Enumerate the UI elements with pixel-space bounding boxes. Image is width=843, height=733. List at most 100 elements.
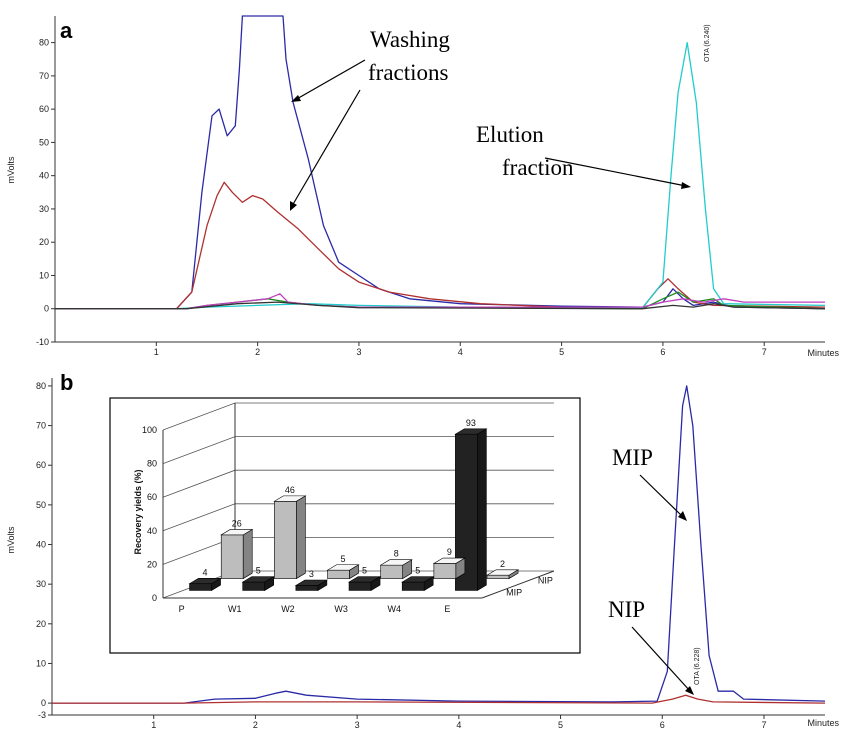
panel-b-x-axis-label: Minutes bbox=[807, 718, 839, 728]
x-tick-label: 3 bbox=[355, 720, 360, 730]
bar-front-face bbox=[189, 583, 212, 591]
panel-a-axes: -10 0 10 20 30 40 50 60 70 80 1 2 3 4 5 6 7 bbox=[36, 16, 825, 357]
inset-floor-right bbox=[481, 570, 555, 599]
panel-a-series bbox=[55, 15, 826, 310]
annotation-nip: NIP bbox=[608, 597, 645, 622]
y-tick-label: 0 bbox=[44, 304, 49, 314]
inset-y-tick-label: 100 bbox=[142, 425, 157, 435]
y-tick-label: 20 bbox=[36, 619, 46, 629]
inset-x-tick-label: E bbox=[444, 604, 450, 614]
arrow-mip-head bbox=[678, 511, 687, 521]
bar-front-face bbox=[274, 500, 297, 579]
panel-a-letter: a bbox=[60, 18, 73, 43]
bar-front-face bbox=[220, 534, 244, 579]
inset-bar-value-label: 3 bbox=[309, 569, 314, 579]
y-tick-label: 70 bbox=[36, 421, 46, 431]
bar-top-face bbox=[273, 495, 307, 502]
peak-label-a: OTA (6.240) bbox=[704, 24, 711, 62]
x-tick-label: 2 bbox=[255, 347, 260, 357]
panel-a-series-3-line bbox=[55, 41, 826, 310]
panel-a-y-axis-label: mVolts bbox=[6, 156, 16, 184]
x-tick-label: 7 bbox=[762, 347, 767, 357]
y-tick-label: -10 bbox=[36, 337, 49, 347]
arrow-nip bbox=[631, 626, 691, 692]
inset-bar-value-label: 9 bbox=[447, 547, 452, 557]
y-tick-label: 20 bbox=[39, 237, 49, 247]
bar-front-face bbox=[327, 569, 350, 579]
inset-bar-value-label: 46 bbox=[285, 485, 295, 495]
bar-top-face bbox=[347, 576, 382, 583]
annotation-elution: Elution bbox=[476, 122, 544, 147]
y-tick-label: 30 bbox=[36, 579, 46, 589]
inset-bar-mip-e: 93 bbox=[454, 418, 488, 591]
inset-bar-value-label: 26 bbox=[232, 518, 242, 528]
bar-top-face bbox=[241, 576, 275, 583]
inset-y-axis-label: Recovery yields (%) bbox=[133, 469, 143, 554]
inset-bars: 4 5 3 5 5 93 26 46 5 8 9 2 bbox=[188, 418, 520, 591]
x-tick-label: 5 bbox=[559, 347, 564, 357]
bar-top-face bbox=[454, 428, 488, 435]
inset-bar-mip-w2: 3 bbox=[294, 569, 328, 591]
panel-b-series-nip-line bbox=[52, 694, 826, 704]
y-tick-label: 70 bbox=[39, 71, 49, 81]
inset-row-label-nip: NIP bbox=[538, 576, 553, 586]
panel-a-series-2-line bbox=[55, 181, 826, 310]
inset-y-tick-label: 40 bbox=[147, 526, 157, 536]
inset-frame bbox=[109, 397, 581, 654]
bar-front-face bbox=[486, 574, 510, 579]
bar-front-face bbox=[433, 563, 457, 579]
inset-x-tick-label: W1 bbox=[228, 604, 242, 614]
x-tick-label: 2 bbox=[253, 720, 258, 730]
arrow-washing-blue-head bbox=[291, 95, 301, 102]
inset-x-tick-label: P bbox=[179, 604, 185, 614]
y-tick-label: 30 bbox=[39, 204, 49, 214]
inset-axes: 0 20 40 60 80 100 NIP MIP P W1 W2 W3 W4 E bbox=[142, 402, 555, 614]
inset-bar-nip-w2: 5 bbox=[326, 554, 360, 580]
inset-bar-value-label: 5 bbox=[341, 554, 346, 564]
bar-side-face bbox=[242, 528, 253, 580]
x-tick-label: 6 bbox=[660, 720, 665, 730]
y-tick-label: 0 bbox=[41, 698, 46, 708]
inset-bar-value-label: 5 bbox=[256, 566, 261, 576]
inset-x-tick-label: W4 bbox=[388, 604, 402, 614]
panel-b-series bbox=[52, 385, 826, 704]
inset-bar-value-label: 8 bbox=[394, 549, 399, 559]
bar-top-face bbox=[379, 559, 413, 566]
inset-y-tick-label: 0 bbox=[152, 593, 157, 603]
arrow-elution bbox=[544, 157, 687, 187]
inset-bar-mip-p: 4 bbox=[188, 567, 222, 591]
inset-bar-nip-w4: 9 bbox=[432, 547, 466, 580]
panel-a-chromatogram: a mVolts Minutes -10 0 10 20 30 40 50 60 70 80 1 2 3… bbox=[6, 15, 839, 358]
inset-bar-nip-w1: 46 bbox=[273, 485, 307, 580]
y-tick-label: 10 bbox=[36, 658, 46, 668]
inset-bar-nip-p: 26 bbox=[220, 518, 254, 580]
y-tick-label: -3 bbox=[38, 710, 46, 720]
annotation-elution-fraction: fraction bbox=[502, 155, 574, 180]
panel-b-letter: b bbox=[60, 370, 73, 395]
inset-y-tick-label: 20 bbox=[147, 559, 157, 569]
y-tick-label: 40 bbox=[39, 171, 49, 181]
inset-y-tick-label: 60 bbox=[147, 492, 157, 502]
bar-top-face bbox=[432, 557, 466, 564]
x-tick-label: 1 bbox=[154, 347, 159, 357]
bar-top-face bbox=[294, 579, 328, 586]
inset-bar-nip-e: 2 bbox=[485, 559, 520, 580]
bar-side-face bbox=[296, 495, 306, 580]
x-tick-label: 5 bbox=[558, 720, 563, 730]
panel-b-annotations: MIP NIP OTA (6.228) bbox=[608, 445, 701, 695]
x-tick-label: 3 bbox=[356, 347, 361, 357]
bar-top-face bbox=[188, 578, 222, 585]
inset-bar-mip-w1: 5 bbox=[241, 566, 275, 591]
panel-a-series-6-line bbox=[55, 301, 826, 310]
inset-bar-value-label: 4 bbox=[203, 567, 208, 577]
y-tick-label: 50 bbox=[36, 500, 46, 510]
x-tick-label: 7 bbox=[761, 720, 766, 730]
bar-side-face bbox=[477, 428, 487, 591]
panel-b-series-mip-line bbox=[52, 385, 826, 704]
peak-label-b: OTA (6.228) bbox=[694, 647, 701, 685]
bar-front-face bbox=[242, 581, 266, 591]
y-tick-label: 10 bbox=[39, 270, 49, 280]
bar-top-face bbox=[401, 576, 435, 583]
